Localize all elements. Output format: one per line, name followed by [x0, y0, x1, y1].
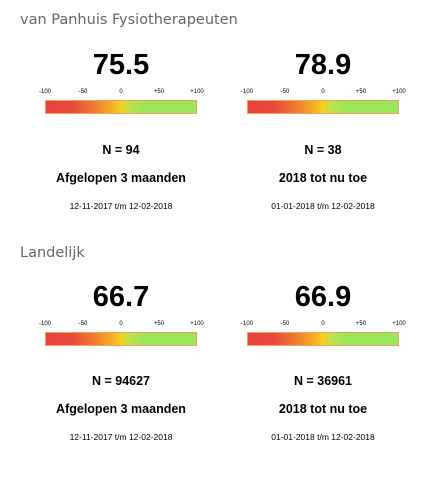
gauge-scale: -100 -50 0 +50 +100 [38, 89, 204, 99]
tick-label: -100 [240, 321, 254, 327]
response-count: N = 94627 [91, 374, 151, 388]
tick-label: +50 [355, 89, 367, 95]
gauge-bar [45, 332, 197, 346]
tick-label: -100 [240, 89, 254, 95]
gauge-scale: -100 -50 0 +50 +100 [240, 321, 406, 331]
gauge-bar [247, 100, 399, 114]
score-value: 75.5 [92, 49, 150, 81]
score-value: 66.7 [92, 281, 150, 313]
date-range: 01-01-2018 t/m 12-02-2018 [271, 432, 375, 442]
tick-label: -100 [38, 89, 52, 95]
date-range: 01-01-2018 t/m 12-02-2018 [271, 201, 375, 211]
tick-label: -50 [78, 321, 88, 327]
tick-label: +100 [392, 321, 406, 327]
gauge-scale: -100 -50 0 +50 +100 [38, 321, 204, 331]
date-range: 12-11-2017 t/m 12-02-2018 [69, 432, 173, 442]
response-count: N = 94 [102, 143, 140, 157]
tick-label: +100 [392, 89, 406, 95]
period-label: Afgelopen 3 maanden [56, 171, 186, 185]
tick-label: 0 [321, 89, 325, 95]
tick-label: 0 [321, 321, 325, 327]
section-title-practice: van Panhuis Fysiotherapeuten [20, 12, 238, 28]
tick-label: +50 [153, 321, 165, 327]
gauge-bar [247, 332, 399, 346]
tick-label: -50 [280, 89, 290, 95]
tick-label: -50 [78, 89, 88, 95]
tick-label: -50 [280, 321, 290, 327]
response-count: N = 38 [304, 143, 342, 157]
tick-label: +50 [355, 321, 367, 327]
tick-label: +50 [153, 89, 165, 95]
section-title-national: Landelijk [20, 245, 85, 261]
tick-label: +100 [190, 89, 204, 95]
gauge-scale: -100 -50 0 +50 +100 [240, 89, 406, 99]
tick-label: +100 [190, 321, 204, 327]
tick-label: 0 [119, 321, 123, 327]
period-label: Afgelopen 3 maanden [56, 402, 186, 416]
period-label: 2018 tot nu toe [278, 171, 368, 185]
date-range: 12-11-2017 t/m 12-02-2018 [69, 201, 173, 211]
response-count: N = 36961 [293, 374, 353, 388]
tick-label: 0 [119, 89, 123, 95]
score-value: 66.9 [294, 281, 352, 313]
period-label: 2018 tot nu toe [278, 402, 368, 416]
gauge-bar [45, 100, 197, 114]
tick-label: -100 [38, 321, 52, 327]
score-value: 78.9 [294, 49, 352, 81]
